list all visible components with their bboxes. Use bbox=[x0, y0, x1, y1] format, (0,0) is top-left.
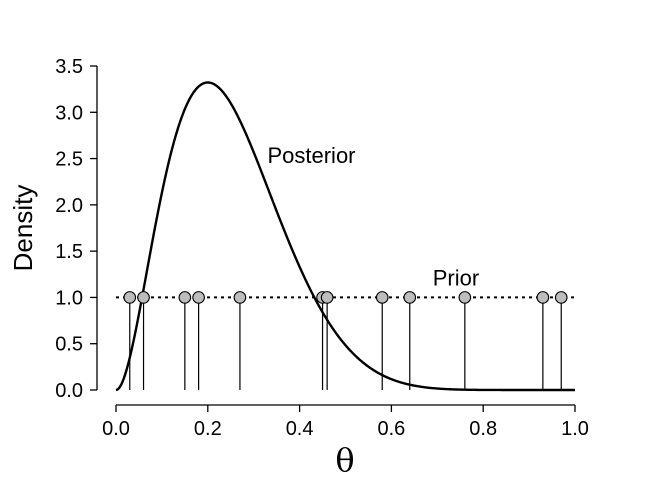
y-tick-label: 1.5 bbox=[55, 241, 83, 263]
sample-point bbox=[137, 291, 150, 304]
x-axis: 0.0 0.2 0.4 0.6 0.8 1.0 bbox=[102, 404, 589, 440]
y-tick-label: 0.5 bbox=[55, 334, 83, 356]
sample-point bbox=[403, 291, 417, 304]
sample-point bbox=[458, 291, 472, 304]
x-tick-label: 0.2 bbox=[194, 418, 222, 440]
sample-point bbox=[233, 291, 247, 304]
x-tick-label: 0.4 bbox=[286, 418, 314, 440]
sample-point bbox=[192, 291, 205, 304]
x-axis-title: θ bbox=[335, 441, 354, 479]
x-tick-label: 1.0 bbox=[561, 418, 589, 440]
annotations: Posterior Prior bbox=[267, 143, 479, 290]
sample-point bbox=[123, 291, 137, 304]
y-tick-label: 1.0 bbox=[55, 287, 83, 309]
sample-stems bbox=[129, 297, 562, 390]
y-tick-label: 3.5 bbox=[55, 56, 83, 78]
sample-markers bbox=[123, 291, 568, 304]
y-tick-label: 0.0 bbox=[55, 380, 83, 402]
y-axis-title: Density bbox=[8, 185, 38, 272]
x-tick-label: 0.6 bbox=[377, 418, 405, 440]
x-tick-label: 0.8 bbox=[469, 418, 497, 440]
sample-point bbox=[375, 291, 389, 304]
x-tick-label: 0.0 bbox=[102, 418, 130, 440]
sample-point bbox=[320, 291, 334, 304]
y-tick-label: 3.0 bbox=[55, 102, 83, 124]
sample-point bbox=[554, 291, 568, 304]
sample-point bbox=[536, 291, 550, 304]
y-axis: 0.0 0.5 1.0 1.5 2.0 2.5 3.0 3.5 bbox=[55, 56, 98, 402]
posterior-series bbox=[115, 81, 576, 392]
y-tick-label: 2.5 bbox=[55, 149, 83, 171]
series-annotation: Posterior bbox=[267, 143, 355, 168]
series-annotation: Prior bbox=[433, 265, 479, 290]
y-tick-label: 2.0 bbox=[55, 195, 83, 217]
posterior-curve bbox=[115, 81, 576, 392]
sample-point bbox=[178, 291, 192, 304]
